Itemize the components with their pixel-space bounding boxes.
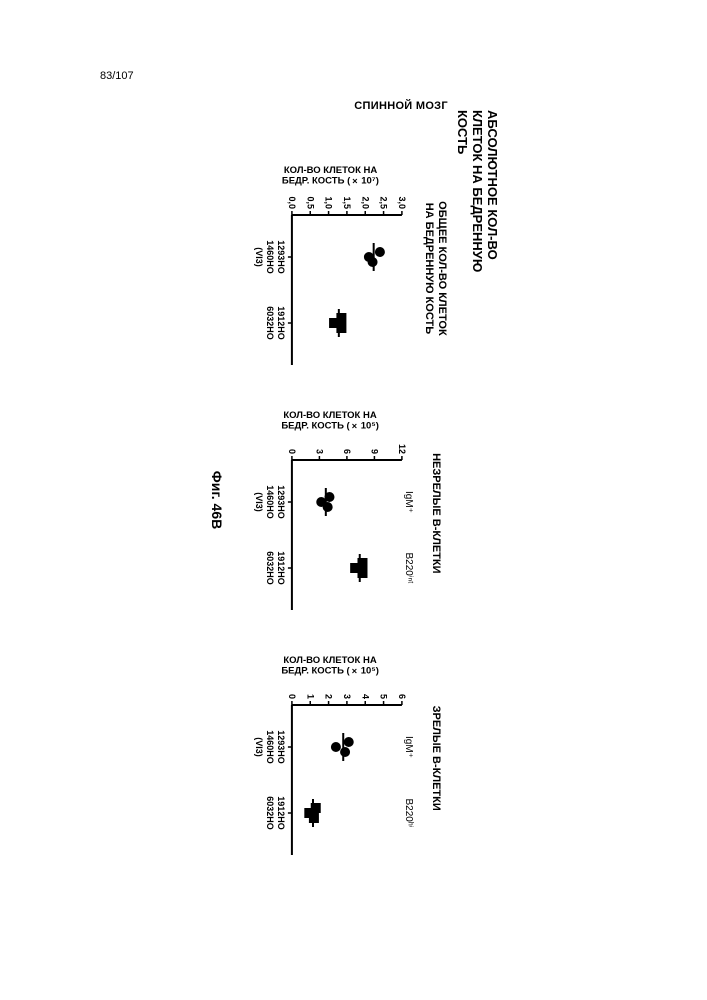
svg-text:6: 6 bbox=[397, 694, 407, 699]
svg-text:1912HO: 1912HO bbox=[276, 551, 286, 585]
figure-main-title: АБСОЛЮТНОЕ КОЛ-ВО КЛЕТОК НА БЕДРЕННУЮ КО… bbox=[454, 110, 499, 900]
figure-content: АБСОЛЮТНОЕ КОЛ-ВО КЛЕТОК НА БЕДРЕННУЮ КО… bbox=[209, 100, 499, 900]
chart-holder: КОЛ-ВО КЛЕТОК НАБЕДР. КОСТЬ (×10⁵) 0 1 2 3 4 5… bbox=[243, 656, 418, 861]
svg-text:0: 0 bbox=[287, 694, 297, 699]
svg-text:0: 0 bbox=[287, 449, 297, 454]
charts-row: СПИННОЙ МОЗГ ОБЩЕЕ КОЛ-ВО КЛЕТОКНА БЕДРЕ… bbox=[243, 100, 448, 900]
svg-text:6032HO: 6032HO bbox=[265, 796, 275, 830]
title-line-3: КОСТЬ bbox=[455, 110, 470, 154]
svg-text:6032HO: 6032HO bbox=[265, 306, 275, 340]
svg-text:1460HO: 1460HO bbox=[265, 730, 275, 764]
svg-text:B220ⁱⁿᵗ: B220ⁱⁿᵗ bbox=[403, 552, 414, 583]
svg-text:12: 12 bbox=[397, 444, 407, 454]
chart-block: ЗРЕЛЫЕ B-КЛЕТКИ КОЛ-ВО КЛЕТОК НАБЕДР. КОС… bbox=[243, 656, 448, 861]
chart-svg: 0,0 0,5 1,0 1,5 2,0 2,5 3,0 1293HO1460HO(VI3) 19… bbox=[248, 189, 418, 371]
svg-text:1293HO: 1293HO bbox=[276, 240, 286, 274]
svg-text:3,0: 3,0 bbox=[397, 196, 407, 209]
svg-text:(VI3): (VI3) bbox=[254, 492, 264, 512]
svg-text:5: 5 bbox=[378, 694, 388, 699]
svg-text:(VI3): (VI3) bbox=[254, 737, 264, 757]
y-axis-label: КОЛ-ВО КЛЕТОК НАБЕДР. КОСТЬ (×10⁷) bbox=[282, 166, 379, 187]
svg-text:1,5: 1,5 bbox=[342, 196, 352, 209]
y-axis-label: КОЛ-ВО КЛЕТОК НАБЕДР. КОСТЬ (×10⁵) bbox=[281, 656, 379, 677]
svg-text:3: 3 bbox=[314, 449, 324, 454]
left-tissue-label: СПИННОЙ МОЗГ bbox=[354, 100, 448, 112]
svg-text:2: 2 bbox=[323, 694, 333, 699]
svg-text:2,5: 2,5 bbox=[378, 196, 388, 209]
chart-plot: 0,0 0,5 1,0 1,5 2,0 2,5 3,0 1293HO1460HO(VI3) 19… bbox=[243, 189, 418, 371]
chart-subtitle: НЕЗРЕЛЫЕ B-КЛЕТКИ bbox=[422, 453, 448, 573]
y-axis-label: КОЛ-ВО КЛЕТОК НАБЕДР. КОСТЬ (×10⁵) bbox=[281, 411, 379, 432]
title-line-1: АБСОЛЮТНОЕ КОЛ-ВО bbox=[484, 110, 499, 260]
svg-text:1,0: 1,0 bbox=[323, 196, 333, 209]
figure-caption: Фиг. 46B bbox=[209, 100, 225, 900]
svg-text:IgM⁺: IgM⁺ bbox=[403, 736, 414, 758]
chart-holder: КОЛ-ВО КЛЕТОК НАБЕДР. КОСТЬ (×10⁵) 0 3 6 9 12… bbox=[243, 411, 418, 616]
svg-text:1293HO: 1293HO bbox=[276, 730, 286, 764]
chart-svg: 0 3 6 9 12 IgM⁺ B220ⁱⁿᵗ 1293HO1460HO(VI3) 1912HO… bbox=[248, 434, 418, 616]
svg-text:3: 3 bbox=[342, 694, 352, 699]
svg-text:2,0: 2,0 bbox=[360, 196, 370, 209]
svg-text:1: 1 bbox=[305, 694, 315, 699]
title-line-2: КЛЕТОК НА БЕДРЕННУЮ bbox=[469, 110, 484, 272]
chart-subtitle: ОБЩЕЕ КОЛ-ВО КЛЕТОКНА БЕДРЕННУЮ КОСТЬ bbox=[422, 201, 448, 336]
chart-block: НЕЗРЕЛЫЕ B-КЛЕТКИ КОЛ-ВО КЛЕТОК НАБЕДР. К… bbox=[243, 411, 448, 616]
charts-container: ОБЩЕЕ КОЛ-ВО КЛЕТОКНА БЕДРЕННУЮ КОСТЬ КОЛ… bbox=[243, 166, 448, 861]
svg-text:0,0: 0,0 bbox=[287, 196, 297, 209]
chart-svg: 0 1 2 3 4 5 6 IgM⁺ B220ʰⁱ 1293HO1460HO(VI3) 1912HO… bbox=[248, 679, 418, 861]
chart-block: ОБЩЕЕ КОЛ-ВО КЛЕТОКНА БЕДРЕННУЮ КОСТЬ КОЛ… bbox=[243, 166, 448, 371]
chart-plot: 0 1 2 3 4 5 6 IgM⁺ B220ʰⁱ 1293HO1460HO(VI3) 1912HO… bbox=[243, 679, 418, 861]
svg-text:IgM⁺: IgM⁺ bbox=[403, 491, 414, 513]
svg-text:1460HO: 1460HO bbox=[265, 485, 275, 519]
svg-text:1460HO: 1460HO bbox=[265, 240, 275, 274]
chart-subtitle: ЗРЕЛЫЕ B-КЛЕТКИ bbox=[422, 706, 448, 811]
svg-text:6: 6 bbox=[342, 449, 352, 454]
svg-text:0,5: 0,5 bbox=[305, 196, 315, 209]
svg-text:1912HO: 1912HO bbox=[276, 306, 286, 340]
chart-holder: КОЛ-ВО КЛЕТОК НАБЕДР. КОСТЬ (×10⁷) 0,0 0,5… bbox=[243, 166, 418, 371]
page-number: 83/107 bbox=[100, 70, 134, 82]
svg-text:(VI3): (VI3) bbox=[254, 247, 264, 267]
svg-text:9: 9 bbox=[369, 449, 379, 454]
svg-text:1912HO: 1912HO bbox=[276, 796, 286, 830]
svg-text:6032HO: 6032HO bbox=[265, 551, 275, 585]
page: 83/107 АБСОЛЮТНОЕ КОЛ-ВО КЛЕТОК НА БЕДРЕ… bbox=[0, 0, 707, 1000]
svg-text:B220ʰⁱ: B220ʰⁱ bbox=[403, 798, 414, 827]
svg-text:1293HO: 1293HO bbox=[276, 485, 286, 519]
svg-text:4: 4 bbox=[360, 694, 370, 699]
chart-plot: 0 3 6 9 12 IgM⁺ B220ⁱⁿᵗ 1293HO1460HO(VI3) 1912HO… bbox=[243, 434, 418, 616]
